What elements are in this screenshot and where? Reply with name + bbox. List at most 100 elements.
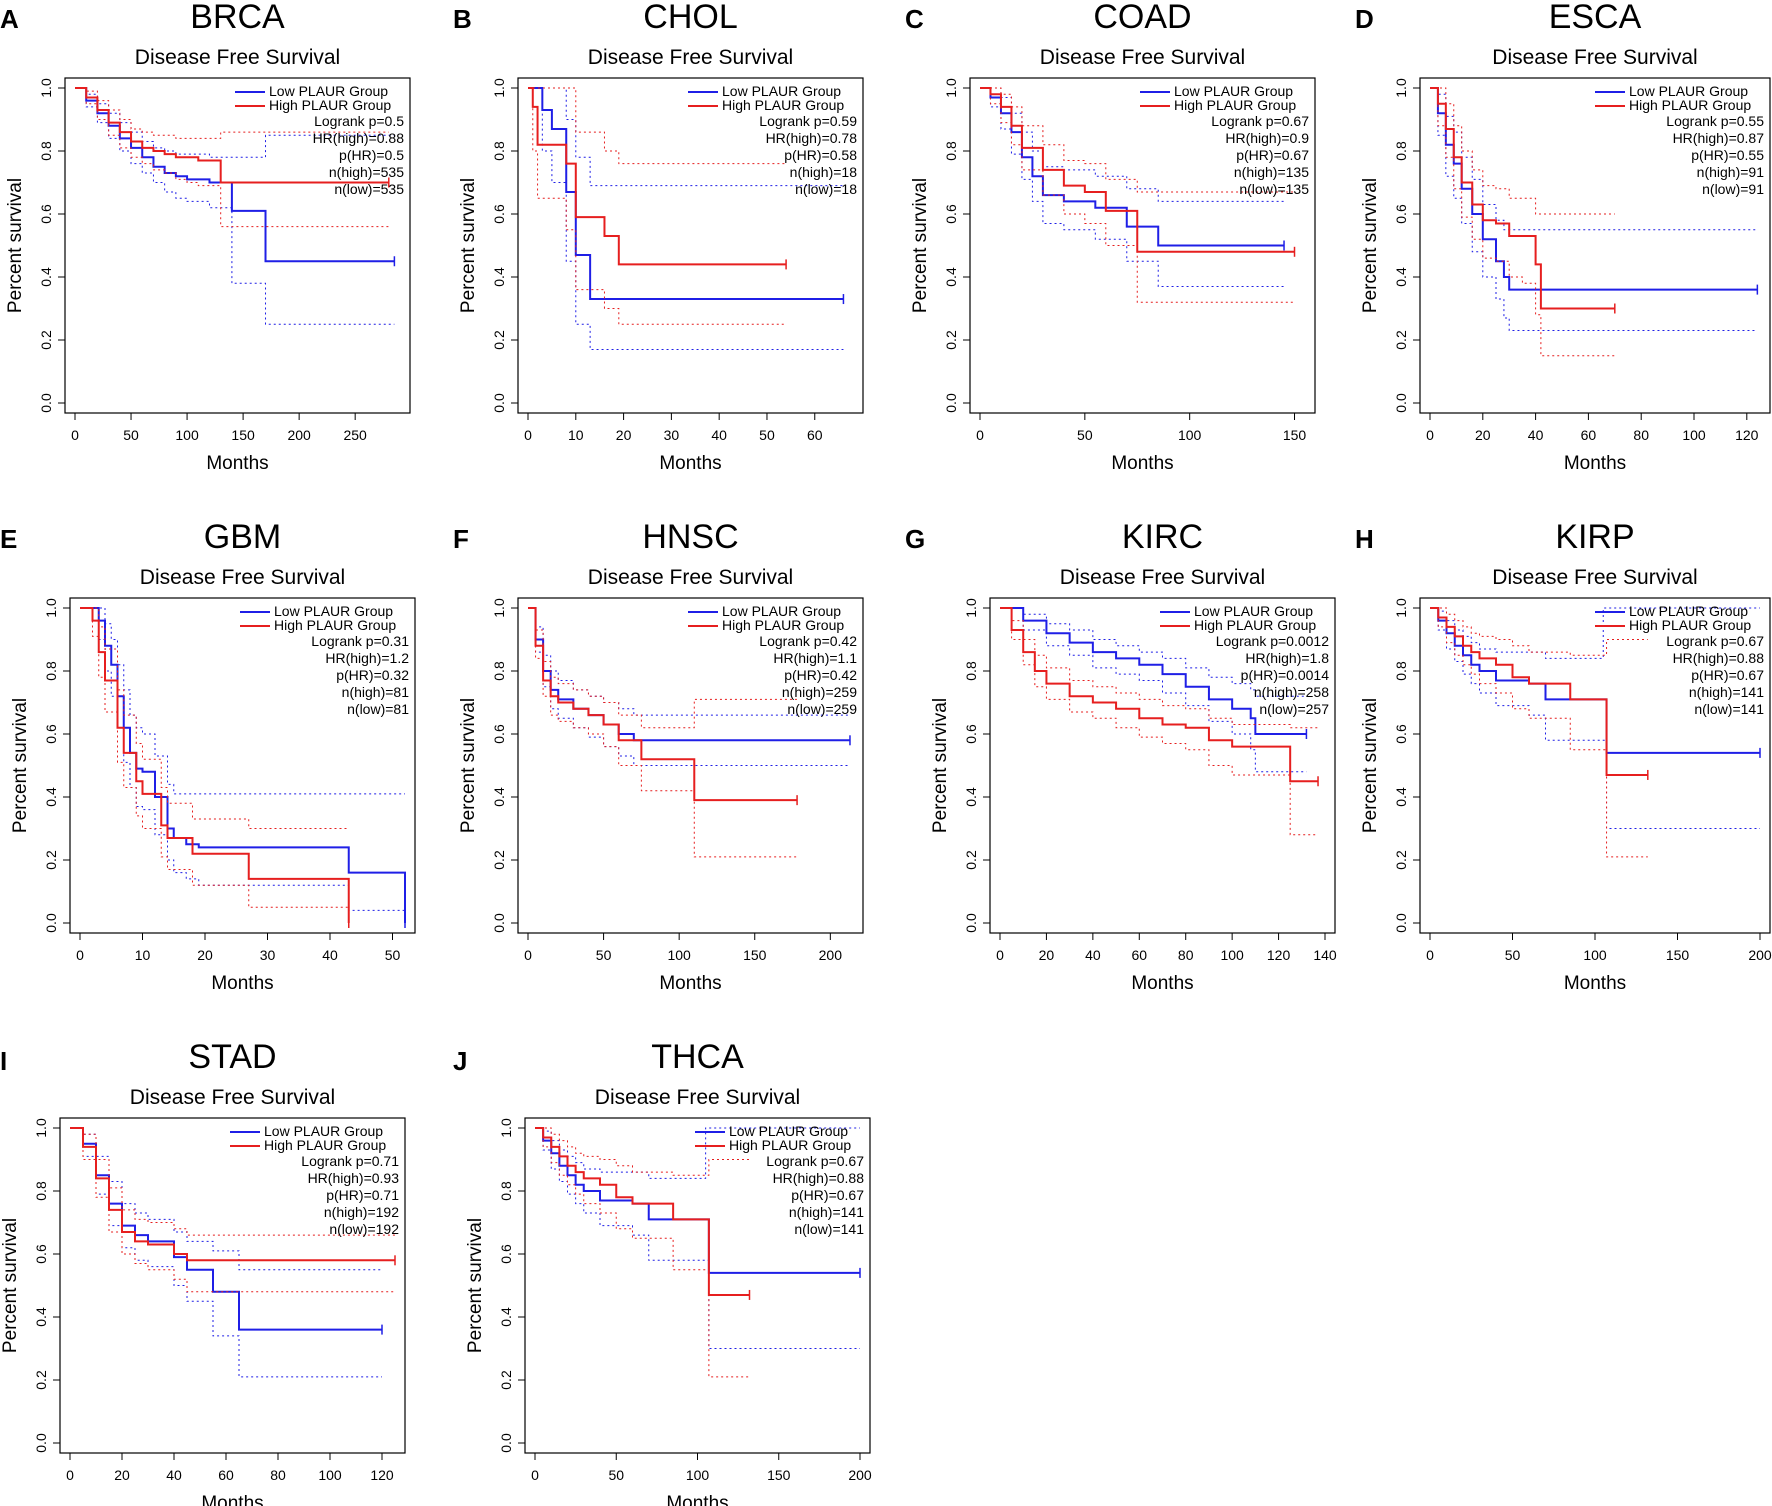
- panel-letter: A: [0, 4, 19, 34]
- x-tick-label: 0: [531, 1467, 539, 1483]
- x-tick-label: 60: [1131, 947, 1147, 963]
- x-tick-label: 100: [1583, 947, 1607, 963]
- stat-label: p(HR)=0.55: [1691, 147, 1764, 163]
- y-tick-label: 0.2: [498, 1370, 514, 1390]
- panel-h: H KIRP Disease Free Survival 0.0 0.2 0.4 0.6 0.…: [1355, 518, 1772, 994]
- chart-title: GBM: [204, 518, 281, 556]
- x-tick-label: 40: [1085, 947, 1101, 963]
- stat-label: n(low)=141: [794, 1221, 864, 1237]
- panel-letter: E: [0, 524, 17, 554]
- y-tick-label: 0.6: [963, 724, 979, 744]
- y-tick-label: 1.0: [38, 78, 54, 98]
- x-tick-label: 20: [1475, 427, 1491, 443]
- panel-g: G KIRC Disease Free Survival 0.0 0.2 0.4 0.6 0.…: [905, 518, 1337, 994]
- y-tick-label: 1.0: [43, 598, 59, 618]
- high-group-ci-lower: [528, 607, 798, 858]
- high-group-ci-lower: [70, 1127, 395, 1293]
- y-tick-label: 1.0: [1393, 78, 1409, 98]
- stat-label: Logrank p=0.0012: [1216, 633, 1329, 649]
- x-tick-label: 60: [1581, 427, 1597, 443]
- chart-title: HNSC: [642, 518, 738, 556]
- y-tick-label: 0.4: [491, 267, 507, 287]
- y-axis-label: Percent survival: [1360, 178, 1381, 313]
- x-tick-label: 80: [270, 1467, 286, 1483]
- panel-c: C COAD Disease Free Survival 0.0 0.2 0.4 0.6 0.…: [905, 0, 1316, 474]
- x-tick-label: 100: [175, 427, 199, 443]
- x-tick-label: 150: [743, 947, 767, 963]
- stat-label: HR(high)=0.93: [308, 1170, 400, 1186]
- stat-label: n(low)=141: [1694, 701, 1764, 717]
- panel-d: D ESCA Disease Free Survival 0.0 0.2 0.4 0.6 0.…: [1355, 0, 1771, 474]
- stat-label: p(HR)=0.5: [339, 147, 404, 163]
- y-axis-label: Percent survival: [910, 178, 931, 313]
- x-tick-label: 0: [524, 427, 532, 443]
- y-tick-label: 0.8: [491, 141, 507, 161]
- stat-label: Logrank p=0.42: [759, 633, 857, 649]
- y-tick-label: 0.2: [1393, 850, 1409, 870]
- y-axis-label: Percent survival: [5, 178, 26, 313]
- y-tick-label: 0.2: [963, 850, 979, 870]
- y-tick-label: 0.0: [491, 393, 507, 413]
- y-tick-label: 0.6: [491, 204, 507, 224]
- y-tick-label: 0.8: [33, 1181, 49, 1201]
- legend-entry: High PLAUR Group: [722, 617, 844, 633]
- x-axis-label: Months: [659, 973, 721, 994]
- high-group-ci-upper: [528, 607, 798, 729]
- y-tick-label: 0.4: [1393, 267, 1409, 287]
- x-axis-label: Months: [211, 973, 273, 994]
- x-tick-label: 100: [1220, 947, 1244, 963]
- x-axis-label: Months: [1564, 973, 1626, 994]
- y-tick-label: 1.0: [33, 1118, 49, 1138]
- stat-label: p(HR)=0.67: [791, 1187, 864, 1203]
- stat-label: n(high)=259: [782, 684, 857, 700]
- stat-label: Logrank p=0.5: [314, 113, 404, 129]
- y-axis-label: Percent survival: [458, 698, 479, 833]
- stat-label: Logrank p=0.67: [1211, 113, 1309, 129]
- stat-label: Logrank p=0.67: [1666, 633, 1764, 649]
- chart-title: STAD: [188, 1038, 276, 1076]
- x-tick-label: 150: [1666, 947, 1690, 963]
- legend-entry: High PLAUR Group: [1629, 617, 1751, 633]
- low-group-ci-upper: [75, 87, 395, 158]
- x-tick-label: 140: [1313, 947, 1337, 963]
- stat-label: p(HR)=0.32: [336, 667, 409, 683]
- stat-label: HR(high)=1.2: [325, 650, 409, 666]
- stat-label: n(low)=18: [795, 181, 857, 197]
- y-tick-label: 0.6: [943, 204, 959, 224]
- x-tick-label: 0: [1426, 947, 1434, 963]
- x-tick-label: 20: [197, 947, 213, 963]
- stat-label: Logrank p=0.31: [311, 633, 409, 649]
- low-group-ci-upper: [1000, 607, 1307, 697]
- high-group-ci-lower: [528, 87, 787, 325]
- high-group-ci-upper: [1430, 87, 1615, 215]
- high-group-ci-upper: [535, 1127, 750, 1176]
- y-tick-label: 0.6: [43, 724, 59, 744]
- plot-frame: [64, 77, 411, 414]
- high-group-ci-upper: [80, 607, 349, 829]
- x-tick-label: 10: [568, 427, 584, 443]
- y-tick-label: 0.2: [1393, 330, 1409, 350]
- legend-entry: High PLAUR Group: [722, 97, 844, 113]
- y-axis-label: Percent survival: [10, 698, 31, 833]
- panel-letter: B: [453, 4, 472, 34]
- x-tick-label: 150: [1283, 427, 1307, 443]
- panel-i: I STAD Disease Free Survival 0.0 0.2 0.4 0.6 0.…: [0, 1038, 406, 1506]
- chart-subtitle: Disease Free Survival: [1492, 566, 1697, 589]
- plot-frame: [69, 597, 416, 934]
- stat-label: n(high)=141: [1689, 684, 1764, 700]
- x-tick-label: 50: [608, 1467, 624, 1483]
- x-tick-label: 100: [1178, 427, 1202, 443]
- high-group-survival-curve: [80, 607, 350, 923]
- x-axis-label: Months: [1111, 453, 1173, 474]
- stat-label: n(high)=258: [1254, 684, 1329, 700]
- low-group-ci-upper: [70, 1127, 382, 1271]
- legend-entry: Low PLAUR Group: [722, 603, 841, 619]
- y-tick-label: 0.6: [38, 204, 54, 224]
- x-tick-label: 120: [1267, 947, 1291, 963]
- plot-frame: [969, 77, 1316, 414]
- legend-entry: Low PLAUR Group: [1174, 83, 1293, 99]
- y-tick-label: 1.0: [963, 598, 979, 618]
- x-tick-label: 60: [807, 427, 823, 443]
- y-tick-label: 0.2: [491, 850, 507, 870]
